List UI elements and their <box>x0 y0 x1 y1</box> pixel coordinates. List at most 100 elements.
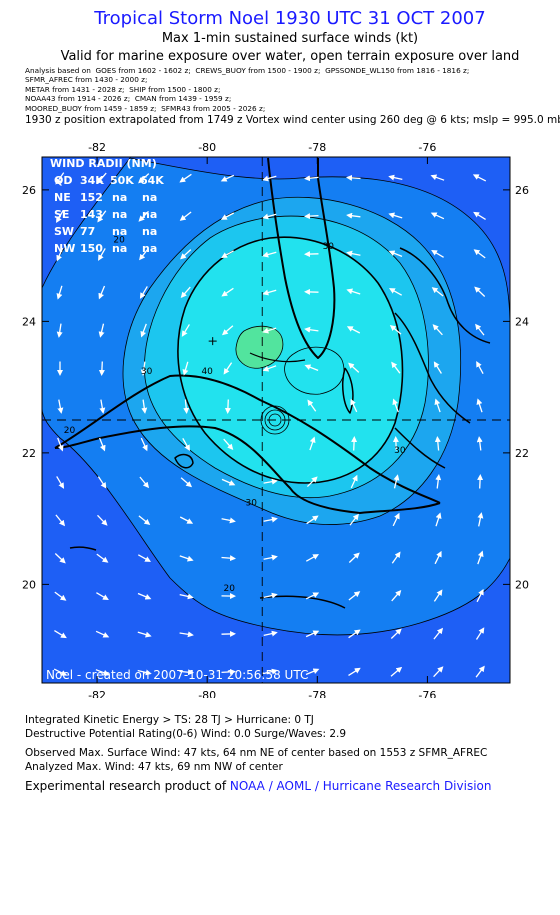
radii-34k: 152 <box>80 191 103 204</box>
wind-arrow <box>54 553 66 564</box>
wind-arrow <box>56 323 63 338</box>
lon-tick-label-top: -76 <box>418 141 436 154</box>
lat-tick-label-left: 22 <box>22 447 36 460</box>
wind-arrow <box>473 211 486 220</box>
wind-field-map: 20 30 20 40 30 30 30 20 WIND RADII (NM) QD 34K … <box>22 141 529 698</box>
wind-arrow <box>263 516 278 523</box>
lon-tick-label-bottom: -80 <box>198 689 216 698</box>
florida-keys <box>249 352 306 363</box>
wind-arrow <box>433 589 443 602</box>
wind-arrow <box>263 554 278 561</box>
wind-arrow <box>53 668 68 676</box>
wind-arrow <box>179 669 194 676</box>
wind-arrow <box>348 629 361 639</box>
wind-arrow <box>180 286 191 299</box>
wind-arrow <box>56 209 64 224</box>
wind-arrow <box>306 476 318 488</box>
contour-label: 40 <box>201 367 213 377</box>
wind-arrow <box>96 592 109 601</box>
wind-contours <box>42 157 510 683</box>
radii-50k: na <box>112 191 127 204</box>
source-line: Analysis based on GOES from 1602 - 1602 … <box>25 66 470 75</box>
wind-arrow <box>435 512 442 527</box>
contour-label: 30 <box>394 446 406 456</box>
wind-arrow <box>97 210 107 223</box>
wind-arrow <box>221 517 236 524</box>
wind-arrow <box>432 324 443 336</box>
contour-label: 20 <box>64 426 76 436</box>
wind-arrow <box>305 554 320 562</box>
wind-arrow <box>181 324 190 337</box>
wind-arrow <box>305 592 320 600</box>
radii-quadrant: NE <box>54 191 71 204</box>
wind-arrow <box>433 361 442 374</box>
radii-row-se: SE 143 na na <box>54 208 157 221</box>
lat-tick-label-left: 24 <box>22 315 36 328</box>
wind-arrow <box>137 592 152 600</box>
wind-arrow <box>475 323 485 336</box>
wind-arrow <box>55 172 65 185</box>
wind-radii-table: WIND RADII (NM) QD 34K 50K 64K NE 152 na… <box>50 157 164 255</box>
wind-arrow <box>221 250 234 258</box>
wind-arrow <box>263 478 278 485</box>
wind-radii-heading: WIND RADII (NM) <box>50 157 157 170</box>
lat-tick-label-left: 20 <box>22 578 36 591</box>
wind-arrow <box>183 399 190 414</box>
radii-col-64k: 64K <box>140 174 164 187</box>
lon-tick-label-bottom: -78 <box>308 689 326 698</box>
wind-arrow <box>98 361 105 376</box>
wind-arrow <box>349 513 359 526</box>
wind-arrow <box>433 666 444 678</box>
wind-arrow <box>138 515 151 526</box>
wind-arrow <box>263 668 278 675</box>
lon-tick-label-top: -82 <box>88 141 106 154</box>
wind-arrow <box>392 436 399 451</box>
cayman-islands <box>69 546 97 551</box>
radii-64k: na <box>142 208 157 221</box>
wind-arrow <box>138 173 150 184</box>
wind-arrow <box>346 250 361 257</box>
wind-arrow <box>262 365 277 372</box>
contour-45kt-max <box>235 325 284 369</box>
wind-arrow <box>54 591 67 601</box>
wind-arrow <box>388 212 403 219</box>
wind-arrow <box>96 553 109 563</box>
wind-arrow <box>95 669 110 676</box>
wind-arrow <box>348 667 361 676</box>
radii-row-nw: NW 150 na na <box>54 242 157 255</box>
wind-arrow <box>180 477 193 488</box>
wind-arrow <box>474 286 486 297</box>
wind-arrow <box>309 436 316 451</box>
credit-org-link[interactable]: NOAA / AOML / Hurricane Research Divisio… <box>229 779 492 793</box>
crosshair <box>42 157 510 683</box>
wind-arrow <box>263 630 278 637</box>
observed-max-wind: Observed Max. Surface Wind: 47 kts, 64 n… <box>25 747 488 759</box>
wind-arrow <box>348 552 360 563</box>
source-line: METAR from 1431 - 2028 z; SHIP from 1500… <box>25 84 221 94</box>
wind-arrow <box>476 588 484 603</box>
source-line: MOORED_BUOY from 1459 - 1859 z; SFMR43 f… <box>25 103 266 113</box>
wind-arrow <box>304 175 319 182</box>
contour-label: 20 <box>113 235 125 245</box>
radii-quadrant: SW <box>54 225 74 238</box>
wind-arrow <box>56 247 64 262</box>
wind-arrow <box>221 287 234 297</box>
wind-arrow <box>224 399 231 414</box>
contour-label: 30 <box>141 367 153 377</box>
wind-arrow <box>56 285 63 300</box>
wind-arrow <box>262 175 277 182</box>
radii-row-ne: NE 152 na na <box>54 191 157 204</box>
wind-arrow <box>220 212 235 220</box>
wind-arrow <box>393 474 400 489</box>
radii-64k: na <box>142 191 157 204</box>
wind-arrow <box>262 213 277 220</box>
wind-arrow <box>55 514 66 527</box>
lon-tick-label-top: -78 <box>308 141 326 154</box>
radii-quadrant: SE <box>54 208 69 221</box>
bahamas-abaco <box>399 247 491 344</box>
wind-arrow <box>435 474 442 489</box>
wind-arrow <box>307 399 317 412</box>
wind-arrow <box>477 550 484 565</box>
validity-note: Valid for marine exposure over water, op… <box>60 49 520 64</box>
wind-arrow <box>392 398 399 413</box>
